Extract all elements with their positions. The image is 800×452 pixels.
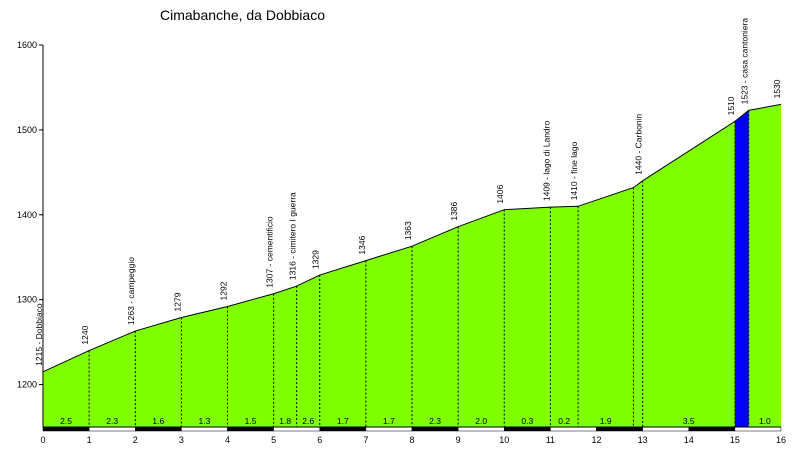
- x-tick-label: 7: [363, 435, 368, 445]
- elevation-label: 1346: [357, 235, 367, 254]
- gradient-label: 1.7: [337, 416, 349, 426]
- y-tick-label: 1500: [17, 125, 37, 135]
- elevation-label: 1316 - cimitero I guerra: [288, 192, 298, 280]
- km-scale-block: [42, 426, 90, 432]
- elevation-label: 1240: [80, 325, 90, 344]
- gradient-label: 1.9: [600, 416, 612, 426]
- elevation-label: 1215 - Dobbiaco: [34, 303, 44, 366]
- km-scale-block: [319, 426, 367, 432]
- y-tick-label: 1600: [17, 40, 37, 50]
- gradient-label: 2.5: [60, 416, 72, 426]
- gradient-label: 1.0: [759, 416, 771, 426]
- x-tick-label: 5: [271, 435, 276, 445]
- x-tick-label: 3: [179, 435, 184, 445]
- elevation-label: 1279: [172, 292, 182, 311]
- profile-area: [43, 104, 781, 427]
- gradient-label: 0.3: [521, 416, 533, 426]
- gradient-label: 1.6: [152, 416, 164, 426]
- elevation-label: 1307 - cementificio: [265, 216, 275, 288]
- x-tick-label: 0: [40, 435, 45, 445]
- x-tick-label: 11: [546, 435, 555, 445]
- km-scale-block: [734, 426, 782, 432]
- x-tick-label: 16: [776, 435, 786, 445]
- km-scale-block: [550, 426, 597, 432]
- x-tick-label: 2: [133, 435, 138, 445]
- x-tick-label: 12: [591, 435, 601, 445]
- x-tick-label: 13: [638, 435, 648, 445]
- km-scale-block: [504, 426, 551, 432]
- chart-title: Cimabanche, da Dobbiaco: [160, 7, 325, 23]
- elevation-label: 1406: [495, 185, 505, 204]
- x-tick-label: 10: [499, 435, 509, 445]
- gradient-label: 2.3: [429, 416, 441, 426]
- km-scale-block: [273, 426, 320, 432]
- gradient-label: 0.2: [558, 416, 570, 426]
- gradient-label: 1.3: [199, 416, 211, 426]
- highlight-segment: [734, 110, 749, 427]
- elevation-label: 1263 - campeggio: [126, 257, 136, 325]
- elevation-label: 1386: [449, 201, 459, 220]
- x-tick-label: 14: [684, 435, 694, 445]
- y-tick-label: 1400: [17, 210, 37, 220]
- y-tick-label: 1300: [17, 295, 37, 305]
- km-scale-block: [365, 426, 413, 432]
- km-scale-block: [411, 426, 459, 432]
- km-scale-block: [135, 426, 182, 432]
- elevation-label: 1440 - Carbonin: [634, 114, 644, 175]
- km-scale-block: [88, 426, 136, 432]
- elevation-label: 1410 - fine lago: [569, 141, 579, 200]
- y-tick-label: 1200: [17, 380, 37, 390]
- x-tick-label: 1: [87, 435, 92, 445]
- elevation-label: 1409 - lago di Landro: [541, 121, 551, 202]
- x-tick-label: 15: [730, 435, 740, 445]
- gradient-label: 2.0: [475, 416, 487, 426]
- gradient-label: 2.3: [106, 416, 118, 426]
- gradient-label: 1.8: [279, 416, 291, 426]
- elevation-label: 1363: [403, 221, 413, 240]
- x-tick-label: 8: [409, 435, 414, 445]
- elevation-label: 1510: [726, 96, 736, 115]
- elevation-label: 1292: [219, 281, 229, 300]
- gradient-label: 1.7: [383, 416, 395, 426]
- elevation-label: 1530: [772, 79, 782, 98]
- elevation-label: 1329: [311, 250, 321, 269]
- x-tick-label: 4: [225, 435, 230, 445]
- km-scale-block: [457, 426, 505, 432]
- km-scale-block: [181, 426, 228, 432]
- km-scale-block: [596, 426, 643, 432]
- km-scale-block: [227, 426, 274, 432]
- x-tick-label: 9: [456, 435, 461, 445]
- elevation-label: 1523 - casa cantoniera: [740, 18, 750, 105]
- gradient-label: 2.6: [302, 416, 314, 426]
- gradient-label: 3.5: [683, 416, 695, 426]
- km-scale-block: [688, 426, 736, 432]
- x-tick-label: 6: [317, 435, 322, 445]
- gradient-label: 1.5: [245, 416, 257, 426]
- km-scale-block: [642, 426, 689, 432]
